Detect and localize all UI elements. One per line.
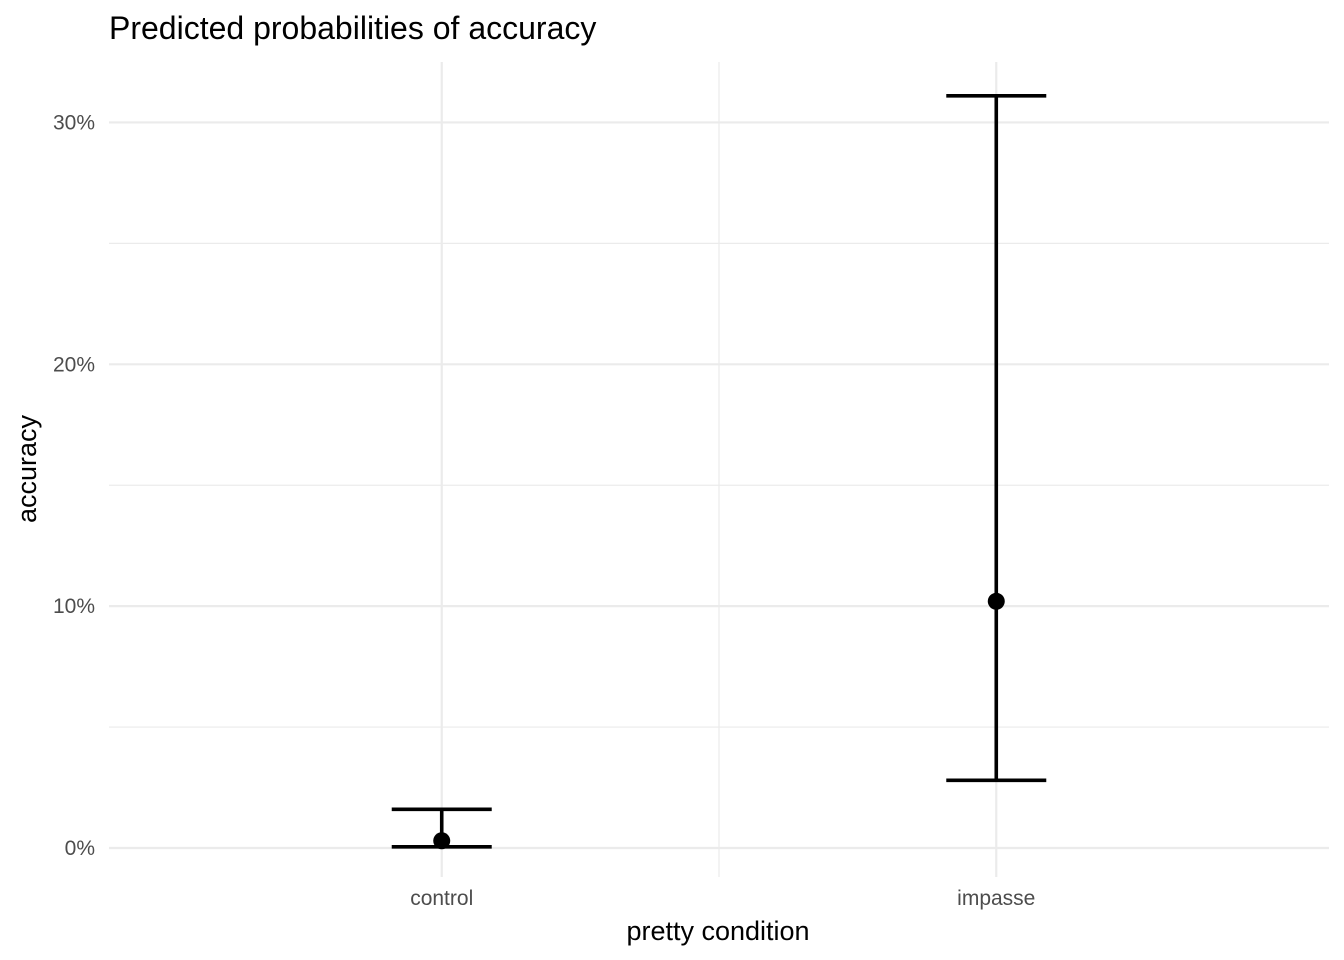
x-tick-label: control [410,887,473,910]
y-tick-label: 10% [53,595,95,618]
data-marks [391,94,1047,850]
errorbar-control [391,807,492,850]
x-axis-title: pretty condition [626,916,809,946]
errorbar-impasse [946,94,1047,783]
estimate-point [433,832,451,850]
y-tick-label: 30% [53,111,95,134]
grid-lines [109,62,1329,877]
y-tick-label: 20% [53,353,95,376]
estimate-point [987,592,1005,610]
y-axis-title: accuracy [12,414,42,523]
x-tick-label: impasse [957,887,1035,910]
y-tick-label: 0% [65,837,95,860]
axis-tick-labels: 0% 10% 20% 30% control impasse [53,111,1035,910]
chart-title: Predicted probabilities of accuracy [109,10,596,46]
